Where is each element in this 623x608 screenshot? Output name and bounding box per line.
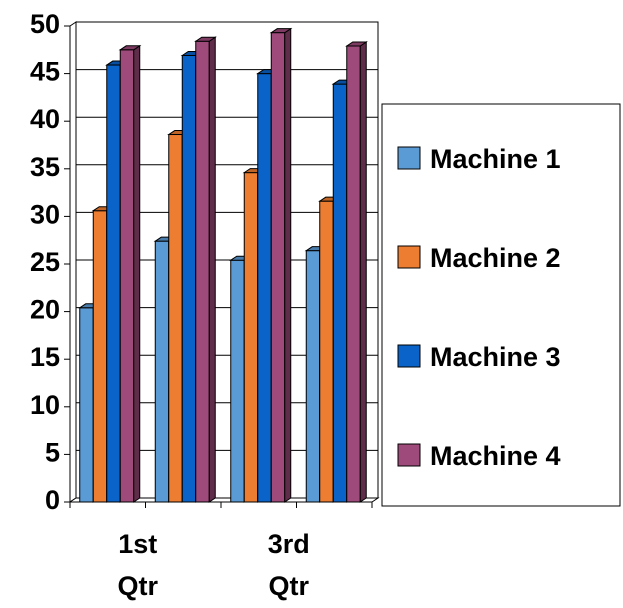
bar-front [195,40,210,503]
legend: Machine 1 Machine 2 Machine 3 Machine 4 [381,103,621,507]
x-category-label: 3rd Qtr [268,529,310,601]
legend-label: Machine 4 [430,441,561,471]
y-tick-label: 0 [45,485,60,515]
bar-front [119,49,135,503]
legend-item: Machine 1 [397,144,561,174]
bar-front [230,259,245,503]
bar-top [194,36,217,42]
side-wall [69,21,77,503]
bar-front [305,250,321,503]
bar [345,41,368,503]
bar-front [243,172,259,503]
category-labels: 1st Qtr 3rd Qtr [118,529,310,601]
legend-label: Machine 3 [430,342,561,372]
bar-front [79,307,94,503]
bar-front [106,64,121,503]
legend-swatch [397,443,421,467]
bar-top [345,41,368,47]
axes [64,21,380,508]
bar-side [208,36,216,503]
legend-swatch [397,344,421,368]
y-tick-label: 35 [30,152,60,182]
bar-front [154,240,170,503]
bar-front [257,73,272,503]
y-tick-label: 15 [30,342,60,372]
bar [269,27,293,503]
legend-box [381,103,621,507]
legend-swatch [397,245,421,269]
bar [118,44,142,503]
bar-front [92,210,108,503]
y-tick-label: 10 [30,390,60,420]
bar [194,36,217,503]
y-tick-label: 50 [30,9,60,39]
legend-swatch [397,146,421,170]
bar-side [133,44,141,503]
bar-side [359,41,367,503]
y-tick-label: 5 [45,437,60,467]
bar-front [270,32,286,503]
legend-item: Machine 3 [397,342,561,372]
legend-item: Machine 4 [397,441,561,471]
y-tick-label: 20 [30,295,60,325]
y-tick-label: 30 [30,199,60,229]
bar-front [319,200,334,503]
bar-front [332,83,348,503]
x-category-label: 1st Qtr [118,529,159,601]
y-tick-labels: 0 5 10 15 20 25 30 35 40 45 50 [30,9,60,515]
bar-top [269,28,293,34]
y-tick-label: 45 [30,57,60,87]
y-tick-label: 40 [30,104,60,134]
legend-item: Machine 2 [397,243,561,273]
bar-top [118,45,142,51]
bar-front [168,134,183,503]
bar-front [346,45,361,503]
legend-label: Machine 1 [430,144,561,174]
legend-label: Machine 2 [430,243,561,273]
y-tick-label: 25 [30,247,60,277]
bar-side [284,27,292,503]
bar-front [181,55,197,503]
bars [78,27,368,503]
